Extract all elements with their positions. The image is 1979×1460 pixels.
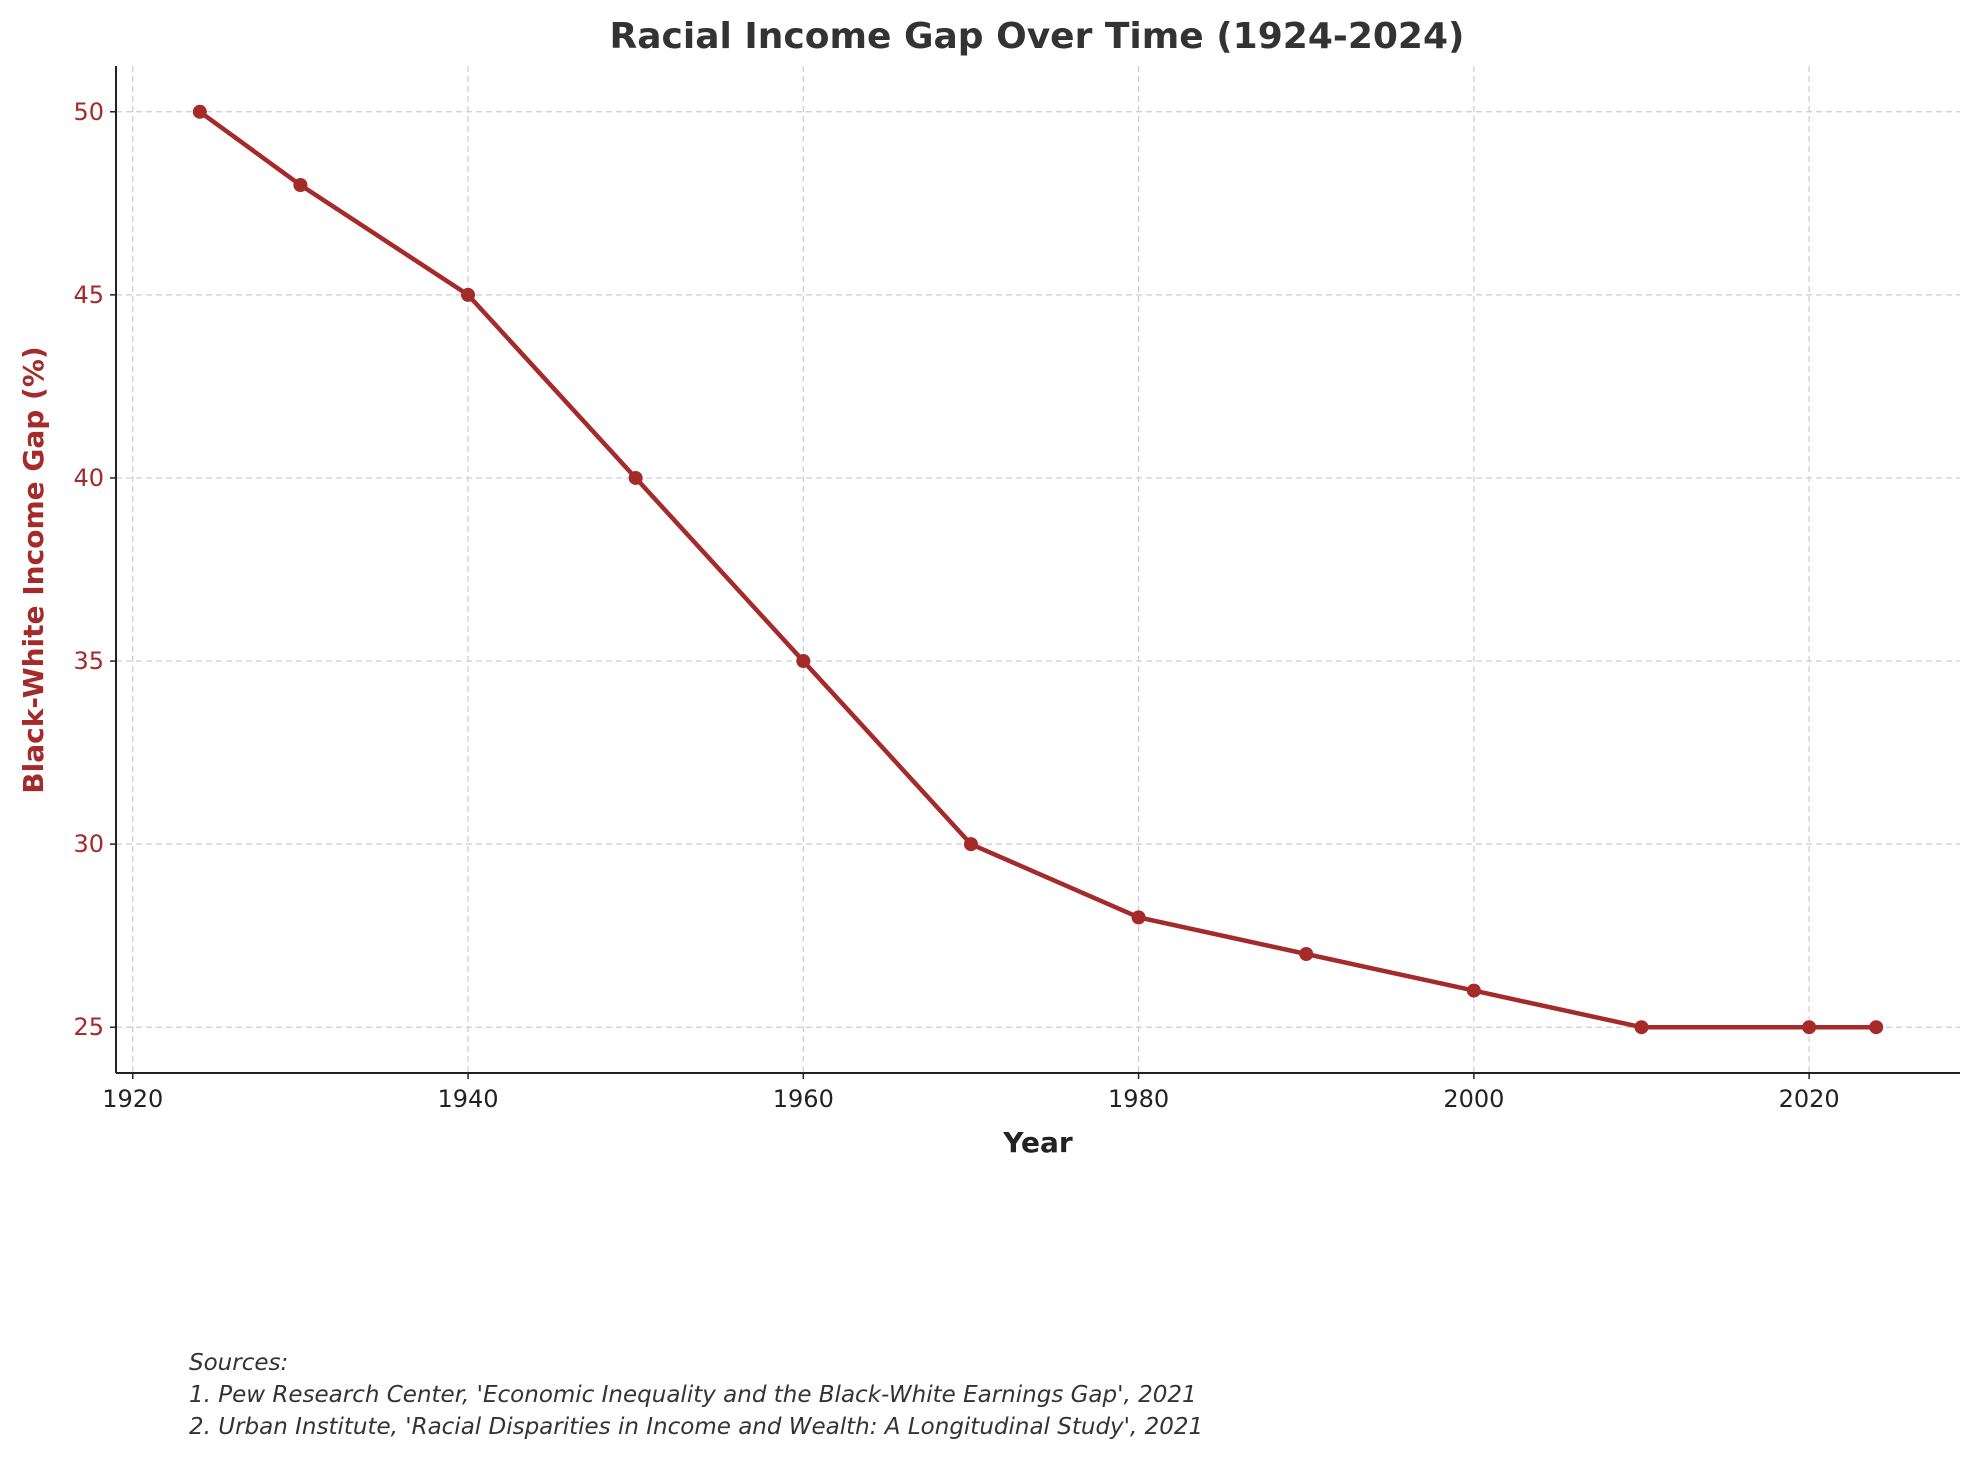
x-tick-label: 1980 <box>1108 1085 1169 1113</box>
y-axis-label: Black-White Income Gap (%) <box>17 346 50 793</box>
series <box>192 104 1884 1035</box>
y-tick-label: 35 <box>73 647 104 675</box>
source-item: 2. Urban Institute, 'Racial Disparities … <box>189 1414 1203 1440</box>
data-point <box>1131 910 1146 925</box>
data-point <box>1869 1020 1884 1035</box>
data-point <box>192 104 207 119</box>
sources-note: Sources: 1. Pew Research Center, 'Econom… <box>189 1350 1203 1440</box>
y-tick-label: 25 <box>73 1013 104 1041</box>
data-point <box>1634 1020 1649 1035</box>
data-point <box>1466 983 1481 998</box>
chart-title: Racial Income Gap Over Time (1924-2024) <box>610 16 1465 57</box>
data-point <box>1299 946 1314 961</box>
series-line <box>198 109 1877 1030</box>
x-tick-label: 2020 <box>1779 1085 1840 1113</box>
data-point <box>963 837 978 852</box>
y-ticks: 25 30 35 40 45 50 <box>73 98 116 1041</box>
y-tick-label: 40 <box>73 464 104 492</box>
x-tick-label: 2000 <box>1443 1085 1504 1113</box>
x-tick-label: 1940 <box>437 1085 498 1113</box>
data-point <box>628 470 643 485</box>
sources-heading: Sources: <box>189 1350 288 1376</box>
data-point <box>1802 1020 1817 1035</box>
grid <box>116 66 1960 1073</box>
y-tick-label: 50 <box>73 98 104 126</box>
axes <box>115 66 1960 1074</box>
x-tick-label: 1920 <box>102 1085 163 1113</box>
data-point <box>293 178 308 193</box>
x-tick-label: 1960 <box>773 1085 834 1113</box>
x-axis-label: Year <box>1002 1126 1073 1159</box>
y-tick-label: 30 <box>73 830 104 858</box>
data-point <box>796 654 811 669</box>
y-tick-label: 45 <box>73 281 104 309</box>
x-ticks: 1920 1940 1960 1980 2000 2020 <box>102 1073 1840 1113</box>
source-item: 1. Pew Research Center, 'Economic Inequa… <box>189 1382 1197 1408</box>
data-point <box>461 287 476 302</box>
